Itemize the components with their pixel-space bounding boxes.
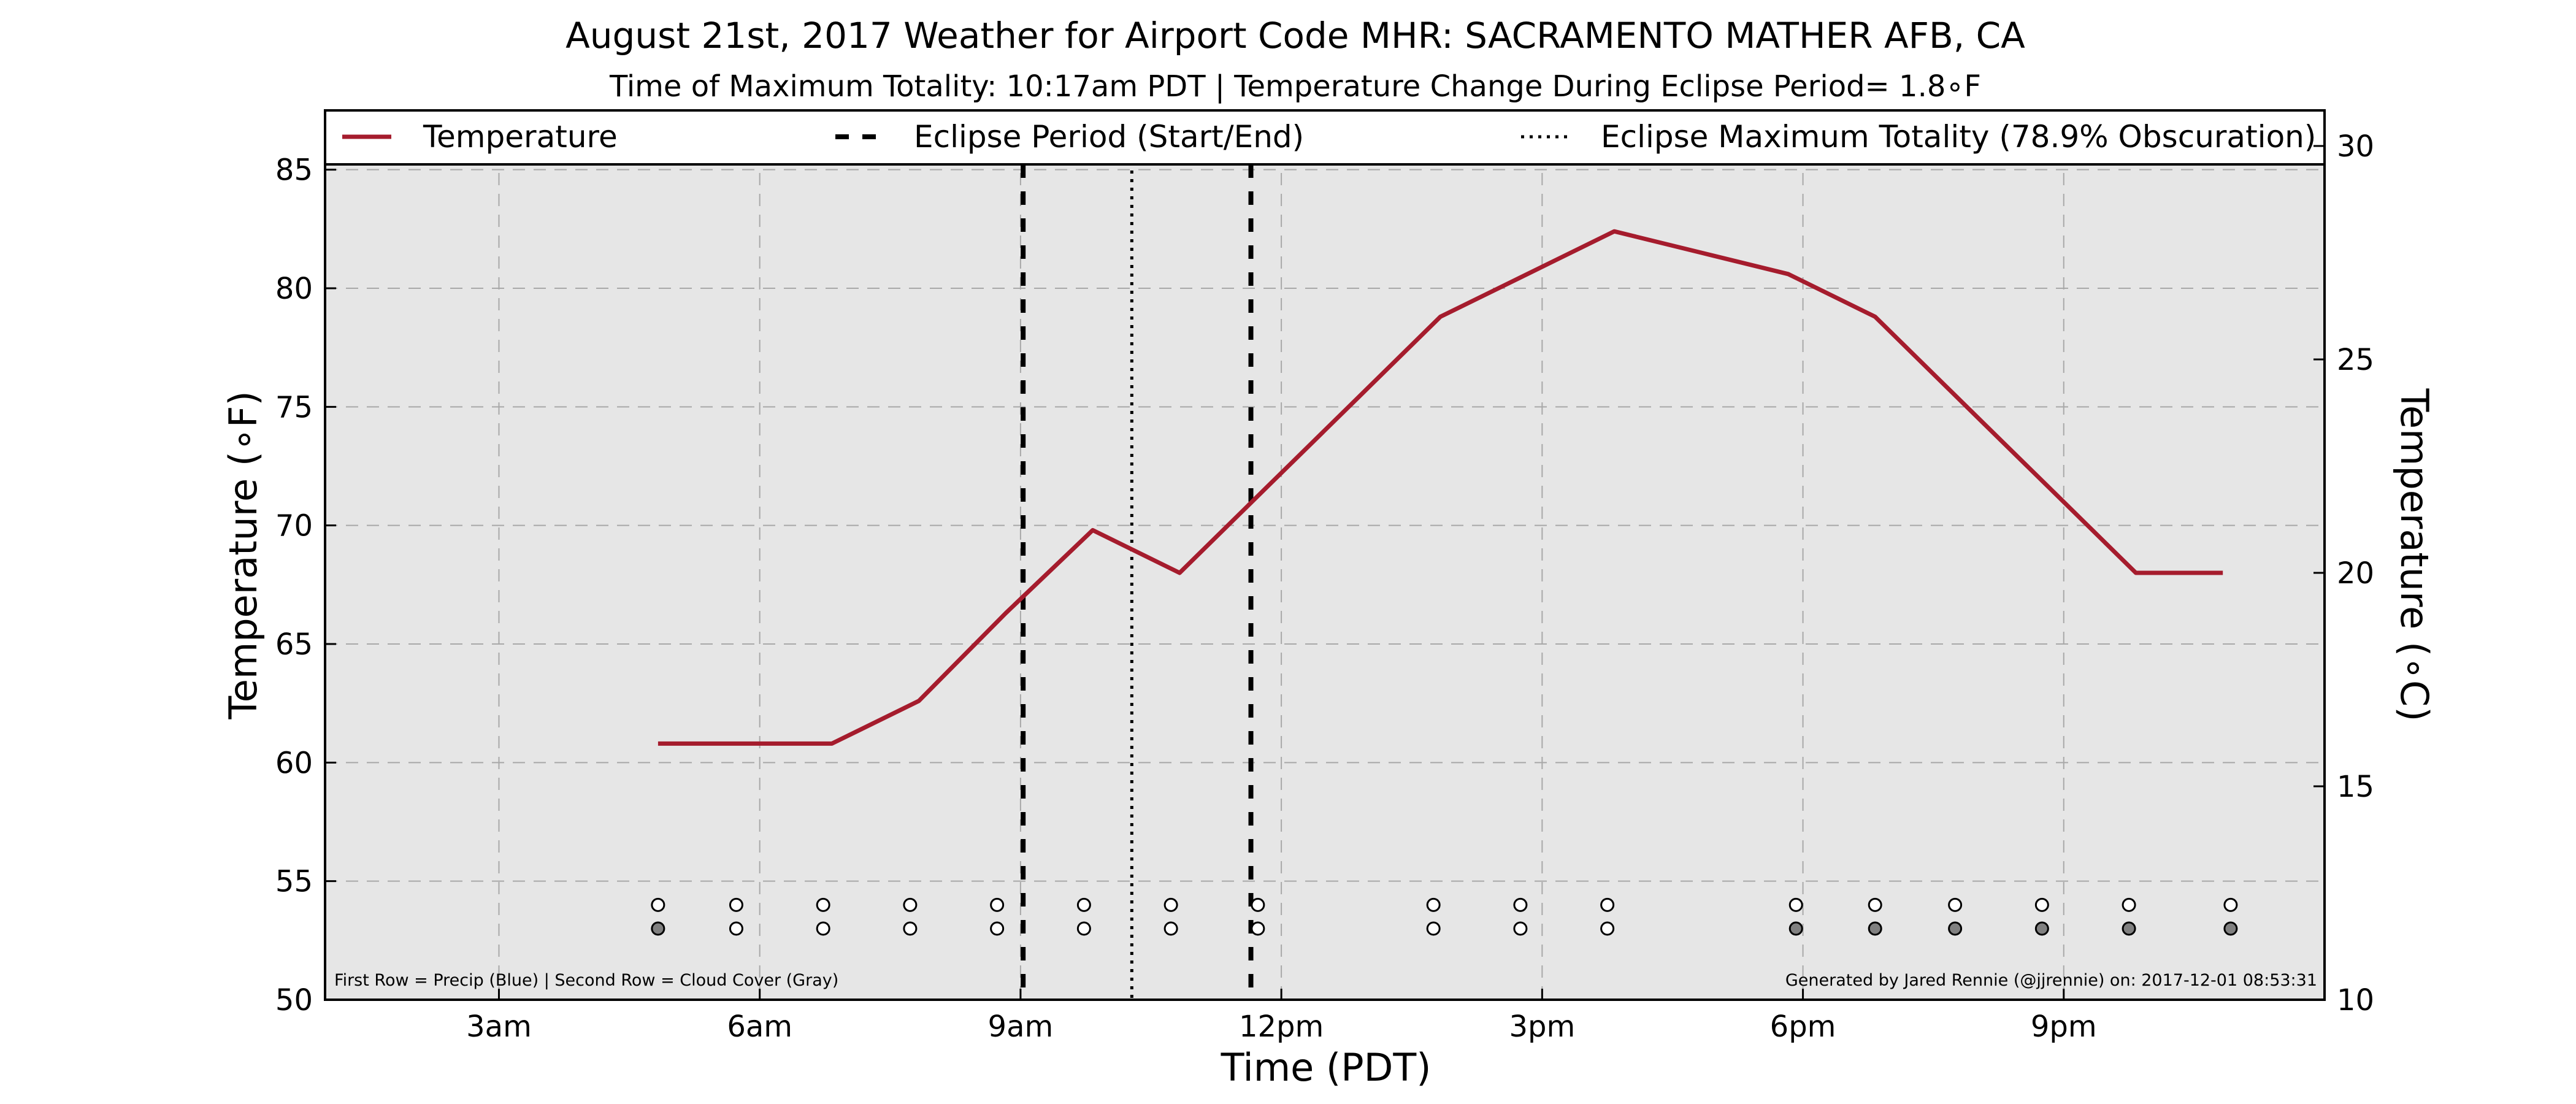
- precip-marker: [1513, 897, 1528, 912]
- plot-area: [325, 110, 2325, 1000]
- precip-marker: [1948, 897, 1963, 912]
- y-axis-label-left: Temperature (∘F): [221, 391, 266, 719]
- x-tick-label: 3pm: [1509, 1010, 1575, 1044]
- precip-marker: [1788, 897, 1803, 912]
- temperature-series: [657, 229, 2223, 746]
- temperature-line: [657, 229, 2223, 746]
- precip-marker: [1426, 897, 1441, 912]
- grid-lines: [325, 110, 2325, 1000]
- x-tick-label: 12pm: [1239, 1010, 1324, 1044]
- y-tick-label-right: 10: [2337, 983, 2374, 1018]
- legend-label-eclipse-max: Eclipse Maximum Totality (78.9% Obscurat…: [1601, 119, 2316, 155]
- precip-marker: [2034, 897, 2049, 912]
- y-tick-label-left: 70: [275, 509, 313, 543]
- cloud-cover-marker: [1788, 921, 1803, 936]
- cloud-cover-marker: [1868, 921, 1882, 936]
- y-tick-label-left: 85: [275, 153, 313, 188]
- cloud-cover-marker: [1076, 921, 1091, 936]
- precip-marker: [1076, 897, 1091, 912]
- cloud-cover-marker: [1163, 921, 1178, 936]
- cloud-cover-marker: [1251, 921, 1265, 936]
- cloud-cover-marker: [1948, 921, 1963, 936]
- y-tick-label-left: 55: [275, 865, 313, 899]
- cloud-cover-marker: [903, 921, 918, 936]
- legend: Temperature Eclipse Period (Start/End) E…: [324, 109, 2326, 166]
- y-tick-label-right: 20: [2337, 556, 2374, 591]
- y-tick-label-right: 25: [2337, 343, 2374, 377]
- precip-marker: [1868, 897, 1882, 912]
- precip-marker: [903, 897, 918, 912]
- cloud-cover-marker: [651, 921, 665, 936]
- chart-title: August 21st, 2017 Weather for Airport Co…: [565, 15, 2025, 56]
- cloud-cover-marker: [816, 921, 830, 936]
- eclipse-lines: [1021, 110, 1254, 1000]
- precip-marker: [2122, 897, 2136, 912]
- precip-marker: [651, 897, 665, 912]
- annotation-left: First Row = Precip (Blue) | Second Row =…: [334, 971, 838, 990]
- y-tick-label-left: 80: [275, 272, 313, 306]
- x-axis-label: Time (PDT): [1221, 1045, 1432, 1090]
- cloud-cover-marker: [2122, 921, 2136, 936]
- x-tick-label: 9am: [988, 1010, 1054, 1044]
- annotation-right: Generated by Jared Rennie (@jjrennie) on…: [1785, 971, 2317, 990]
- x-tick-label: 6am: [727, 1010, 792, 1044]
- y-axis-label-right: Temperature (∘C): [2392, 388, 2437, 722]
- legend-label-temperature: Temperature: [423, 119, 618, 155]
- precip-marker: [2223, 897, 2238, 912]
- precip-marker: [729, 897, 743, 912]
- y-axis-ticks-left: 50 55 60 65 70 75 80 85: [275, 153, 336, 1018]
- y-tick-label-right: 30: [2337, 129, 2374, 164]
- y-tick-label-left: 50: [275, 983, 313, 1018]
- x-tick-label: 6pm: [1770, 1010, 1836, 1044]
- precip-marker: [1600, 897, 1615, 912]
- cloud-cover-marker: [990, 921, 1005, 936]
- observation-markers: [651, 897, 2238, 936]
- precip-marker: [990, 897, 1005, 912]
- y-axis-ticks-right: 10 15 20 25 30: [2313, 129, 2374, 1018]
- precip-marker: [816, 897, 830, 912]
- cloud-cover-marker: [1600, 921, 1615, 936]
- y-tick-label-left: 60: [275, 746, 313, 780]
- x-tick-label: 9pm: [2031, 1010, 2097, 1044]
- precip-marker: [1163, 897, 1178, 912]
- x-axis-ticks: 3am 6am 9am 12pm 3pm 6pm 9pm: [466, 989, 2097, 1044]
- y-tick-label-left: 65: [275, 627, 313, 662]
- cloud-cover-marker: [2223, 921, 2238, 936]
- x-tick-label: 3am: [466, 1010, 532, 1044]
- legend-box: [324, 109, 2326, 166]
- y-tick-label-left: 75: [275, 390, 313, 424]
- chart-subtitle: Time of Maximum Totality: 10:17am PDT | …: [609, 69, 1981, 104]
- cloud-cover-marker: [1513, 921, 1528, 936]
- cloud-cover-marker: [1426, 921, 1441, 936]
- legend-label-eclipse-period: Eclipse Period (Start/End): [914, 119, 1304, 155]
- precip-marker: [1251, 897, 1265, 912]
- y-tick-label-right: 15: [2337, 770, 2374, 804]
- cloud-cover-marker: [2034, 921, 2049, 936]
- cloud-cover-marker: [729, 921, 743, 936]
